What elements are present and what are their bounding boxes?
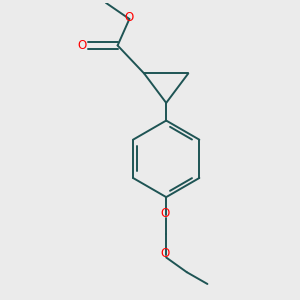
Text: O: O — [125, 11, 134, 24]
Text: O: O — [160, 247, 169, 260]
Text: O: O — [77, 39, 86, 52]
Text: O: O — [160, 206, 169, 220]
